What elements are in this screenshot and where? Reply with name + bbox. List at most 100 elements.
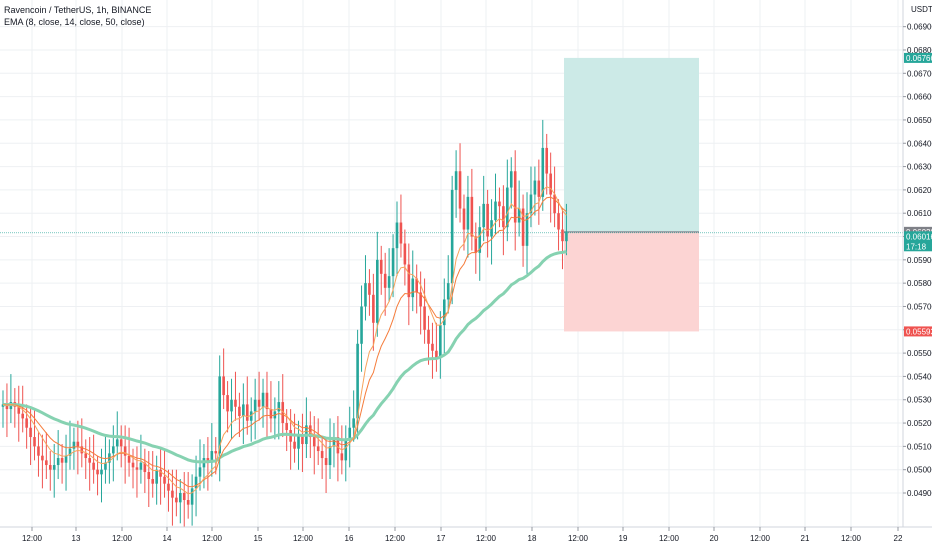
candle-body bbox=[442, 299, 446, 326]
candle-body bbox=[403, 243, 407, 265]
candle-body bbox=[123, 446, 127, 456]
candle-body bbox=[411, 278, 415, 298]
stop-price-tag-bg bbox=[904, 326, 932, 337]
candle-body bbox=[238, 406, 241, 417]
candle-body bbox=[466, 196, 470, 230]
candle-body bbox=[395, 222, 399, 249]
candle-body bbox=[143, 462, 147, 473]
candle-body bbox=[230, 399, 233, 412]
candle-body bbox=[470, 196, 474, 237]
price-axis-bg bbox=[903, 0, 932, 550]
candle-body bbox=[151, 479, 155, 484]
candle-body bbox=[25, 418, 28, 428]
x-tick-label: 17 bbox=[437, 534, 446, 543]
candle-body bbox=[80, 446, 84, 454]
chart-title: Ravencoin / TetherUS, 1h, BINANCE bbox=[4, 5, 152, 15]
candle-body bbox=[92, 462, 95, 470]
x-tick-label: 18 bbox=[528, 534, 537, 543]
candle-body bbox=[60, 458, 64, 463]
x-tick-label: 12:00 bbox=[568, 534, 589, 543]
candle-body bbox=[127, 455, 131, 463]
candles bbox=[1, 119, 568, 528]
candle-body bbox=[541, 147, 545, 197]
ema-8-line bbox=[2, 186, 567, 495]
last-price-tag-bg bbox=[904, 231, 932, 252]
candle-body bbox=[332, 437, 336, 447]
candle-body bbox=[167, 483, 170, 491]
candle-body bbox=[29, 427, 32, 438]
candle-body bbox=[557, 213, 560, 230]
candle-body bbox=[435, 350, 438, 358]
candle-body bbox=[427, 329, 430, 344]
candle-body bbox=[5, 404, 9, 410]
x-tick-label: 21 bbox=[801, 534, 810, 543]
candle-body bbox=[509, 171, 513, 188]
last-price-tag-label: 0.06016 bbox=[906, 232, 932, 241]
candle-body bbox=[383, 273, 387, 288]
candle-body bbox=[450, 189, 454, 284]
candle-body bbox=[336, 437, 340, 454]
candle-body bbox=[309, 425, 312, 438]
candle-body bbox=[163, 476, 166, 484]
candle-body bbox=[498, 201, 501, 207]
candle-body bbox=[387, 276, 391, 288]
target-price-tag-bg bbox=[904, 52, 932, 63]
candle-body bbox=[360, 306, 363, 344]
candle-body bbox=[431, 343, 434, 351]
candle-body bbox=[328, 446, 332, 466]
candle-body bbox=[112, 446, 115, 454]
candle-body bbox=[131, 462, 135, 468]
candle-body bbox=[297, 434, 300, 449]
candle-body bbox=[352, 418, 355, 428]
candle-body bbox=[293, 441, 296, 449]
candle-body bbox=[76, 441, 80, 447]
candle-body bbox=[533, 180, 537, 195]
candle-body bbox=[462, 208, 466, 230]
candle-body bbox=[399, 222, 403, 244]
candle-body bbox=[372, 294, 375, 323]
x-tick-label: 12:00 bbox=[293, 534, 314, 543]
candle-body bbox=[64, 455, 68, 463]
candle-body bbox=[210, 451, 214, 463]
candle-body bbox=[486, 203, 489, 237]
candle-body bbox=[242, 404, 245, 417]
target-zone bbox=[564, 57, 699, 232]
candle-body bbox=[261, 392, 265, 407]
candle-body bbox=[56, 458, 60, 466]
candle-body bbox=[155, 469, 158, 484]
candle-body bbox=[506, 187, 509, 228]
x-tick-label: 19 bbox=[619, 534, 628, 543]
candle-body bbox=[423, 306, 426, 330]
currency-label: USDT bbox=[911, 5, 932, 14]
candle-body bbox=[529, 194, 533, 214]
candle-body bbox=[379, 259, 383, 274]
time-axis-bg bbox=[0, 527, 932, 550]
x-tick-label: 16 bbox=[345, 534, 354, 543]
candle-body bbox=[407, 264, 411, 298]
candle-body bbox=[186, 500, 190, 505]
candle-body bbox=[478, 227, 482, 253]
candle-body bbox=[194, 476, 198, 489]
candle-body bbox=[175, 497, 178, 503]
candle-body bbox=[561, 229, 564, 242]
candle-body bbox=[494, 201, 497, 221]
candle-body bbox=[52, 465, 56, 470]
candle-body bbox=[525, 213, 529, 246]
candle-body bbox=[439, 325, 442, 358]
candle-body bbox=[324, 458, 328, 466]
chart-legend: Ravencoin / TetherUS, 1h, BINANCE EMA (8… bbox=[4, 4, 151, 28]
candle-body bbox=[135, 467, 139, 470]
